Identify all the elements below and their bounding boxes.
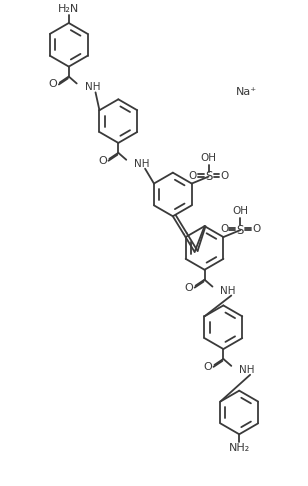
Text: NH: NH [134,159,150,169]
Text: O: O [98,156,107,166]
Text: NH: NH [221,286,236,295]
Text: OH: OH [232,206,248,216]
Text: H₂N: H₂N [58,4,79,14]
Text: S: S [205,170,212,183]
Text: O: O [188,171,197,181]
Text: O: O [220,171,229,181]
Text: OH: OH [201,153,217,163]
Text: O: O [203,362,212,372]
Text: O: O [49,79,57,89]
Text: NH: NH [85,83,100,92]
Text: O: O [220,224,229,234]
Text: NH₂: NH₂ [229,443,250,453]
Text: S: S [237,224,244,237]
Text: NH: NH [239,365,255,375]
Text: Na⁺: Na⁺ [236,87,257,97]
Text: O: O [252,224,260,234]
Text: O: O [184,282,193,293]
